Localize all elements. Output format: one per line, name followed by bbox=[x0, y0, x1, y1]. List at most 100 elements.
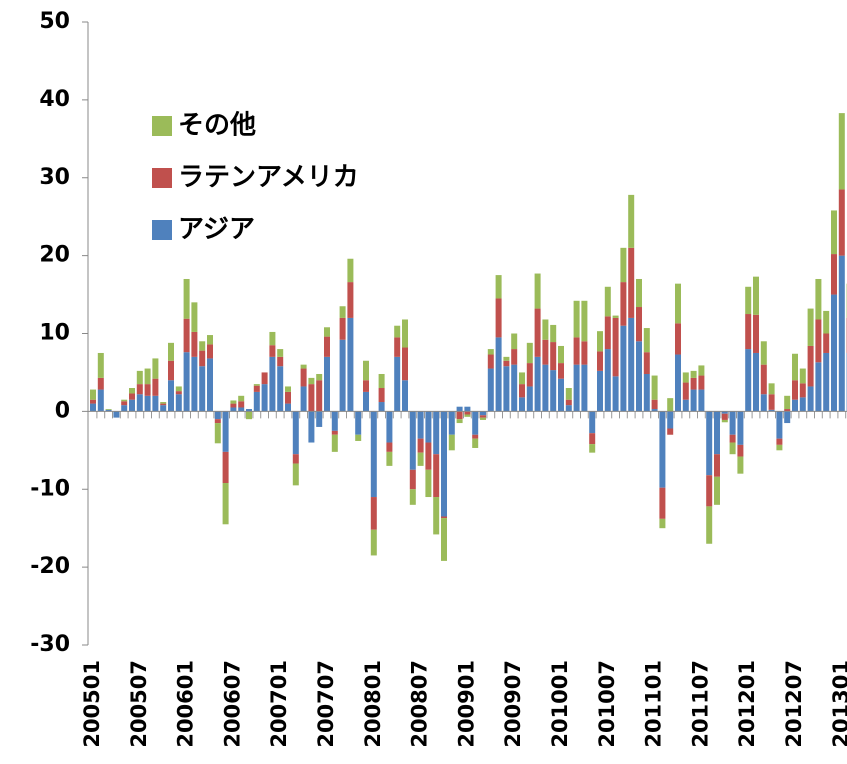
bar-segment bbox=[768, 383, 775, 395]
bar-segment bbox=[402, 380, 408, 412]
bar-segment bbox=[659, 487, 666, 519]
bar-segment bbox=[152, 358, 159, 379]
bar-segment bbox=[558, 363, 564, 379]
bar-segment bbox=[604, 286, 611, 317]
bar-segment bbox=[753, 276, 759, 315]
bar-segment bbox=[246, 411, 252, 420]
bar-segment bbox=[511, 364, 518, 412]
bar-segment bbox=[441, 411, 447, 517]
bar-segment bbox=[706, 411, 713, 476]
bar-segment bbox=[168, 360, 174, 381]
bar-segment bbox=[753, 314, 759, 353]
bar-segment bbox=[776, 438, 783, 445]
bar-segment bbox=[597, 351, 603, 371]
bar-segment bbox=[129, 388, 135, 394]
bar-segment bbox=[129, 393, 135, 400]
bar-segment bbox=[121, 399, 128, 402]
bar-segment bbox=[542, 339, 549, 365]
bar-segment bbox=[324, 327, 330, 337]
bar-segment bbox=[105, 409, 112, 410]
y-tick-label: 10 bbox=[39, 321, 70, 346]
bar-segment bbox=[768, 409, 775, 412]
bar-segment bbox=[511, 349, 518, 365]
bar-segment bbox=[807, 386, 814, 412]
bar-segment bbox=[495, 298, 502, 338]
bar-segment bbox=[464, 414, 471, 417]
bar-segment bbox=[472, 411, 479, 435]
bar-segment bbox=[472, 438, 479, 448]
bar-segment bbox=[815, 362, 822, 412]
x-tick-label: 201201 bbox=[735, 660, 759, 748]
bar-segment bbox=[199, 350, 206, 367]
bar-segment bbox=[402, 347, 408, 381]
bar-segment bbox=[721, 411, 728, 414]
bar-segment bbox=[363, 391, 369, 412]
bar-segment bbox=[448, 434, 455, 451]
bar-segment bbox=[347, 258, 354, 283]
bar-segment bbox=[308, 411, 315, 443]
bar-segment bbox=[386, 411, 393, 443]
bar-segment bbox=[753, 352, 759, 412]
bar-segment bbox=[230, 407, 237, 412]
bar-segment bbox=[394, 356, 401, 412]
bar-segment bbox=[487, 349, 494, 355]
bar-segment bbox=[526, 363, 533, 387]
bar-segment bbox=[152, 395, 159, 412]
bar-segment bbox=[207, 358, 213, 412]
bar-segment bbox=[643, 328, 650, 353]
bar-segment bbox=[651, 399, 658, 410]
bar-segment bbox=[433, 497, 440, 535]
bar-segment bbox=[433, 454, 440, 498]
bar-segment bbox=[316, 411, 323, 427]
x-tick-label: 201001 bbox=[548, 660, 572, 748]
bar-segment bbox=[565, 388, 572, 400]
bar-segment bbox=[737, 456, 744, 474]
bar-segment bbox=[745, 286, 752, 315]
bar-segment bbox=[604, 316, 611, 350]
bar-segment bbox=[698, 375, 705, 390]
bar-segment bbox=[589, 444, 596, 453]
bar-segment bbox=[261, 372, 268, 385]
bar-segment bbox=[316, 380, 323, 412]
bar-segment bbox=[495, 337, 502, 412]
bar-segment bbox=[573, 364, 580, 412]
bar-segment bbox=[129, 399, 135, 412]
bar-segment bbox=[285, 403, 291, 412]
bar-segment bbox=[160, 405, 167, 412]
bar-segment bbox=[792, 380, 798, 400]
bar-segment bbox=[370, 529, 377, 556]
bar-segment bbox=[363, 380, 369, 392]
bar-segment bbox=[441, 518, 447, 561]
x-tick-label: 200807 bbox=[408, 660, 432, 748]
bar-segment bbox=[331, 430, 338, 435]
bar-segment bbox=[480, 417, 486, 420]
bar-segment bbox=[90, 403, 96, 412]
bar-segment bbox=[799, 368, 806, 384]
bar-segment bbox=[261, 384, 268, 412]
bar-segment bbox=[690, 389, 697, 412]
bar-segment bbox=[714, 454, 720, 477]
bar-segment bbox=[214, 419, 221, 424]
bar-segment bbox=[628, 317, 635, 412]
legend-label: アジア bbox=[178, 215, 255, 245]
bar-segment bbox=[519, 384, 525, 398]
bar-segment bbox=[409, 489, 416, 505]
bar-segment bbox=[737, 411, 744, 445]
bar-segment bbox=[550, 324, 557, 343]
bar-segment bbox=[581, 300, 588, 342]
bar-segment bbox=[589, 411, 596, 434]
bar-segment bbox=[480, 411, 486, 416]
bar-segment bbox=[643, 352, 650, 374]
y-tick-label: 20 bbox=[39, 243, 70, 268]
bar-segment bbox=[191, 302, 198, 332]
bar-segment bbox=[97, 389, 104, 412]
bar-segment bbox=[620, 325, 627, 412]
bar-segment bbox=[768, 394, 775, 410]
x-tick-label: 200907 bbox=[501, 660, 525, 748]
bar-segment bbox=[760, 364, 767, 395]
bar-segment bbox=[675, 283, 681, 324]
legend-label: ラテンアメリカ bbox=[178, 163, 359, 193]
bar-segment bbox=[324, 336, 330, 357]
bar-segment bbox=[363, 360, 369, 381]
